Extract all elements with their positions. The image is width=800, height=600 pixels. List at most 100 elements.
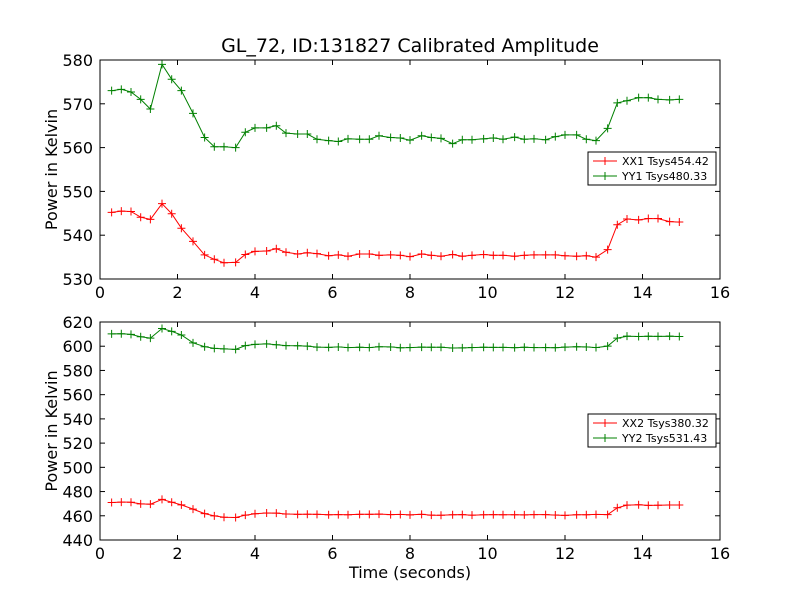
data-point [293,341,302,350]
data-point [479,343,488,352]
data-point [231,143,240,152]
data-point [623,501,631,510]
legend-entry: YY2 Tsys531.43 [621,432,707,445]
series-line [111,202,680,264]
y-axis-label: Power in Kelvin [42,109,61,230]
data-point [603,124,612,133]
data-point [510,510,519,519]
x-tick-label: 2 [172,283,182,302]
data-point [572,130,581,139]
data-point [386,342,395,351]
data-point [613,334,622,343]
data-point [654,332,662,341]
data-point [541,343,550,352]
x-tick-label: 6 [327,283,337,302]
data-point [167,327,176,336]
legend-marker [601,172,609,180]
data-point [167,209,176,218]
x-tick-label: 16 [710,283,730,302]
data-point [592,253,600,262]
series-line [111,63,680,149]
data-point [520,343,529,352]
legend-marker [601,434,609,442]
data-point [189,237,197,246]
data-point [241,250,250,259]
data-point [158,60,166,69]
data-point [582,342,591,351]
data-point [210,255,219,264]
data-point [324,343,333,352]
legend-box [587,151,717,186]
data-point [654,501,662,510]
data-point [117,85,126,94]
data-point [427,133,436,142]
data-point [396,133,405,142]
data-point [654,214,662,223]
data-point [262,246,271,255]
legend-marker [601,157,609,165]
data-point [572,252,581,261]
data-point [603,342,612,351]
data-point [117,329,126,338]
y-axis-label: Power in Kelvin [42,370,61,491]
data-point [375,342,383,351]
data-point [489,343,498,352]
legend: XX1 Tsys454.42 YY1 Tsys480.33 [587,151,717,186]
data-point [675,332,684,341]
data-point [510,133,519,142]
data-point [262,339,271,348]
data-point [417,343,426,352]
data-point [158,324,166,333]
data-point [437,134,445,143]
x-tick-label: 14 [632,283,652,302]
series-1 [107,324,684,354]
data-point [344,343,352,352]
legend-box [587,413,717,448]
y-tick-label: 570 [62,95,93,114]
data-point [417,250,426,259]
data-point [146,334,155,343]
data-point [499,251,507,260]
data-point [324,251,333,260]
data-point [634,332,643,341]
x-tick-label: 8 [405,283,415,302]
data-point [365,135,374,144]
data-point [241,341,250,350]
data-point [107,208,116,217]
data-point [117,207,126,216]
x-tick-label: 0 [95,283,105,302]
data-point [241,511,250,520]
data-point [582,510,591,519]
data-point [551,250,560,259]
data-point [541,250,550,259]
x-tick-label: 14 [632,544,652,563]
data-point [303,342,312,351]
y-tick-label: 550 [62,182,93,201]
data-point [220,142,228,151]
data-point [313,135,321,144]
data-point [675,95,684,104]
y-tick-label: 560 [62,139,93,158]
data-point [189,109,197,118]
x-tick-label: 2 [172,544,182,563]
data-point [458,135,467,144]
data-point [189,338,197,347]
data-point [603,510,612,519]
data-point [220,344,228,353]
data-point [127,330,135,339]
data-point [313,510,321,519]
data-point [355,250,364,259]
data-point [334,342,343,351]
y-tick-label: 540 [62,410,93,429]
data-point [365,343,374,352]
data-point [282,341,290,350]
data-point [272,340,281,349]
data-point [396,251,405,260]
data-point [396,510,405,519]
data-point [375,251,383,260]
data-point [489,133,498,142]
data-point [334,250,343,259]
data-point [437,511,445,520]
data-point [146,500,155,509]
data-point [303,248,312,257]
